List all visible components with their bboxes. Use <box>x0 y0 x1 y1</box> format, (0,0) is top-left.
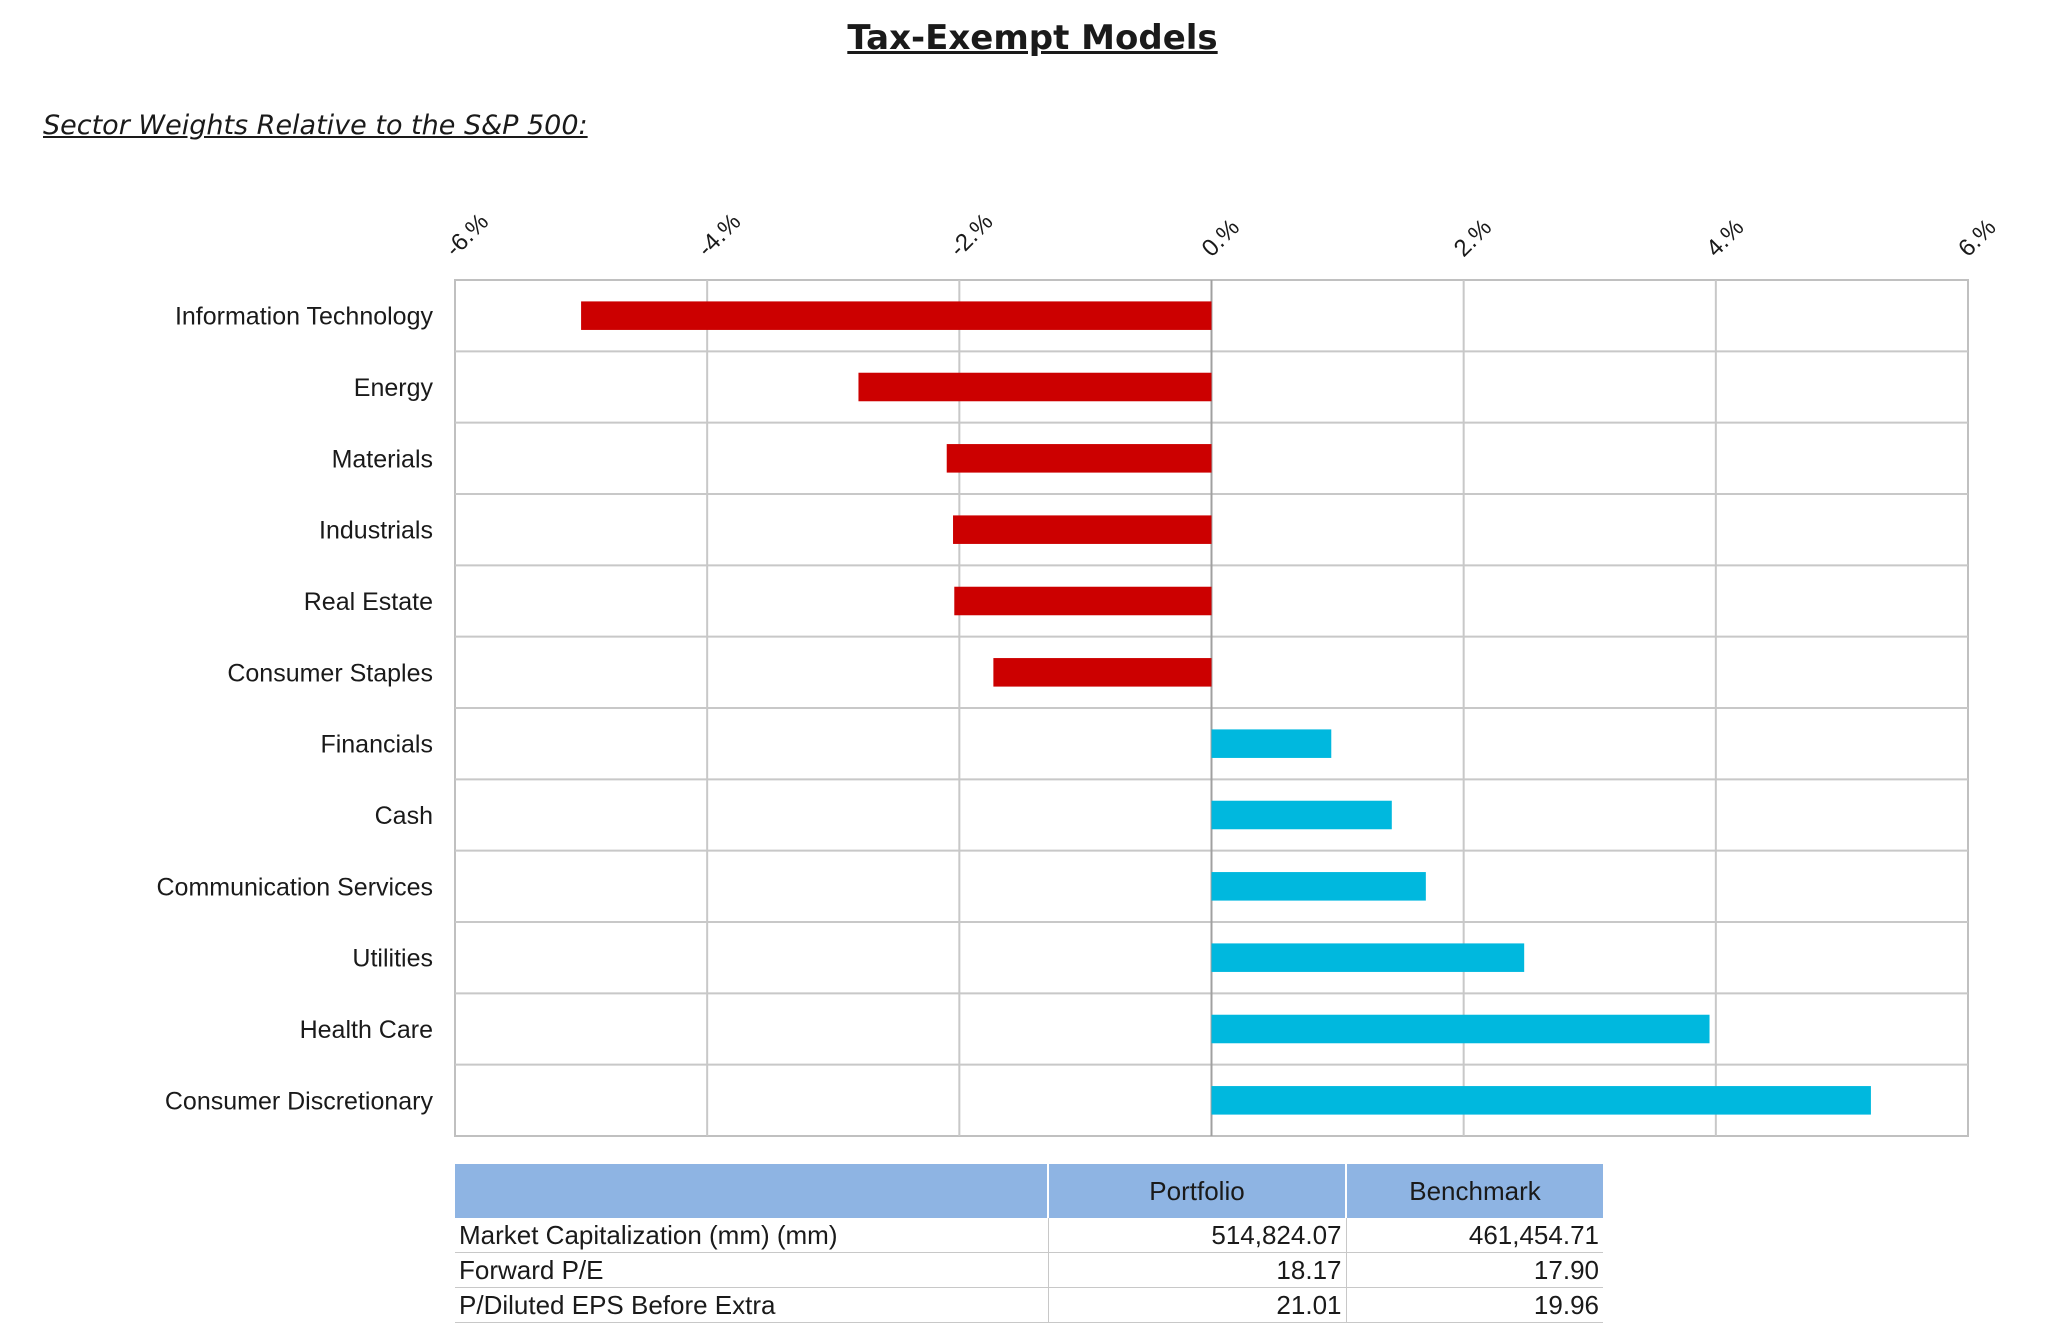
x-tick-label: 2.% <box>1449 214 1497 262</box>
bar-consumer-discretionary <box>1211 1086 1871 1115</box>
category-label: Cash <box>375 802 433 830</box>
table-row: Forward P/E 18.17 17.90 <box>455 1252 1603 1288</box>
category-label: Information Technology <box>175 303 434 331</box>
bar-materials <box>946 444 1212 473</box>
table-row: Market Capitalization (mm) (mm) 514,824.… <box>455 1218 1603 1253</box>
bar-utilities <box>1211 943 1525 972</box>
category-label: Health Care <box>300 1016 433 1044</box>
bar-cash <box>1211 800 1392 830</box>
x-tick-label: -2.% <box>944 208 998 262</box>
stats-row-portfolio: 514,824.07 <box>1048 1218 1347 1253</box>
stats-row-label: P/Diluted EPS Before Extra <box>455 1287 1049 1323</box>
bar-industrials <box>953 515 1212 544</box>
category-label: Financials <box>320 731 433 759</box>
bar-financials <box>1211 729 1332 758</box>
x-tick-label: 0.% <box>1197 214 1245 262</box>
stats-header-blank <box>455 1164 1049 1218</box>
stats-row-benchmark: 19.96 <box>1346 1287 1603 1323</box>
stats-row-label: Forward P/E <box>455 1252 1049 1288</box>
category-label: Consumer Staples <box>227 659 433 687</box>
category-label: Energy <box>354 374 434 402</box>
bar-information-technology <box>581 301 1212 330</box>
x-tick-label: -6.% <box>440 208 494 262</box>
sector-weights-chart: Information Technology Energy Materials Ind… <box>157 208 2001 1137</box>
chart-subtitle: Sector Weights Relative to the S&P 500: <box>43 110 588 141</box>
stats-header-portfolio: Portfolio <box>1048 1164 1347 1218</box>
chart-tick-labels: -6.% -4.% -2.% 0.% 2.% 4.% 6.% <box>440 208 2001 262</box>
bar-real-estate <box>954 586 1212 616</box>
stats-row-portfolio: 21.01 <box>1048 1287 1347 1323</box>
chart-category-labels: Information Technology Energy Materials Ind… <box>157 303 434 1116</box>
stats-row-label: Market Capitalization (mm) (mm) <box>455 1218 1049 1253</box>
stats-header-benchmark: Benchmark <box>1346 1164 1603 1218</box>
x-tick-label: 6.% <box>1953 214 2001 262</box>
bar-health-care <box>1211 1014 1710 1044</box>
stats-header-row: Portfolio Benchmark <box>455 1164 1603 1218</box>
stats-row-portfolio: 18.17 <box>1048 1252 1347 1288</box>
chart-bars <box>581 301 1871 1115</box>
category-label: Industrials <box>319 517 433 545</box>
x-tick-label: 4.% <box>1701 214 1749 262</box>
category-label: Communication Services <box>157 873 434 901</box>
category-label: Consumer Discretionary <box>165 1087 434 1115</box>
category-label: Real Estate <box>304 588 433 616</box>
bar-energy <box>858 372 1212 402</box>
stats-row-benchmark: 17.90 <box>1346 1252 1603 1288</box>
chart-grid <box>454 279 1969 1137</box>
category-label: Materials <box>332 445 433 473</box>
x-tick-label: -4.% <box>692 208 746 262</box>
category-label: Utilities <box>352 945 433 973</box>
stats-table: Portfolio Benchmark Market Capitalizatio… <box>455 1164 1603 1323</box>
stats-row-benchmark: 461,454.71 <box>1346 1218 1603 1253</box>
page-title: Tax-Exempt Models <box>847 18 1218 58</box>
table-row: P/Diluted EPS Before Extra 21.01 19.96 <box>455 1287 1603 1323</box>
bar-consumer-staples <box>993 658 1212 687</box>
bar-communication-services <box>1211 872 1426 901</box>
